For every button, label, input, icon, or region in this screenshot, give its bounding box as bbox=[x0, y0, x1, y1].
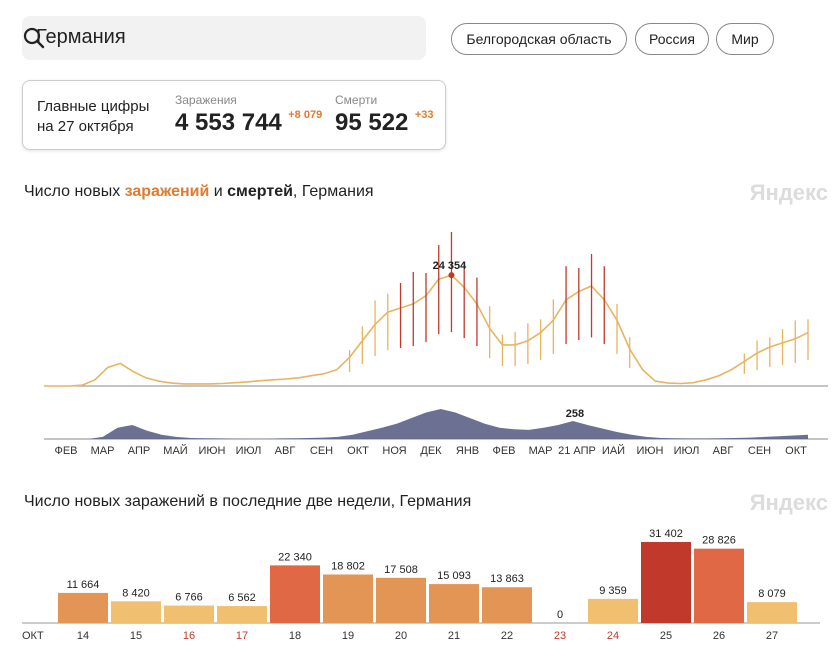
bar-value-label: 0 bbox=[557, 609, 563, 621]
bar-day-20[interactable] bbox=[376, 577, 426, 623]
day-tick-label: 14 bbox=[77, 630, 89, 642]
deaths-area bbox=[44, 409, 808, 439]
month-tick-label: ИЮН bbox=[637, 445, 664, 457]
month-tick-label: ИАЙ bbox=[602, 444, 625, 457]
month-tick-label: ФЕВ bbox=[492, 445, 515, 457]
chart1-title: Число новых заражений и смертей, Германи… bbox=[24, 183, 374, 201]
bar-value-label: 8 420 bbox=[122, 587, 150, 599]
month-tick-label: ФЕВ bbox=[54, 445, 77, 457]
bar-day-15[interactable] bbox=[111, 601, 161, 623]
summary-card: Главные цифры на 27 октября Заражения 4 … bbox=[22, 80, 446, 150]
month-tick-label: МАР bbox=[91, 445, 115, 457]
bar-value-label: 6 766 bbox=[175, 592, 203, 604]
bar-day-14[interactable] bbox=[58, 592, 108, 623]
bar-day-19[interactable] bbox=[323, 574, 373, 623]
chart2-title: Число новых заражений в последние две не… bbox=[24, 493, 472, 510]
day-tick-label: 17 bbox=[236, 630, 248, 642]
bar-day-21[interactable] bbox=[429, 584, 479, 623]
deaths-caption: Смерти bbox=[335, 93, 378, 107]
cases-value: 4 553 744 bbox=[175, 109, 282, 136]
cases-series bbox=[44, 232, 809, 387]
month-tick-label: СЕН bbox=[310, 445, 333, 457]
day-tick-label: 27 bbox=[766, 630, 778, 642]
summary-label: Главные цифры на 27 октября bbox=[37, 97, 149, 137]
bar-value-label: 6 562 bbox=[228, 592, 256, 604]
month-tick-label: АВГ bbox=[275, 445, 296, 457]
month-tick-label: МАР bbox=[529, 445, 553, 457]
bar-value-label: 31 402 bbox=[649, 528, 683, 540]
summary-label-line1: Главные цифры bbox=[37, 98, 150, 115]
day-tick-label: 18 bbox=[289, 630, 301, 642]
day-tick-label: 16 bbox=[183, 630, 195, 642]
cases-caption: Заражения bbox=[175, 93, 237, 107]
cases-marker bbox=[448, 272, 455, 279]
bar-day-26[interactable] bbox=[694, 548, 744, 623]
month-tick-label: СЕН bbox=[748, 445, 771, 457]
bar-value-label: 15 093 bbox=[437, 570, 471, 582]
bar-day-16[interactable] bbox=[164, 605, 214, 623]
bar-value-label: 18 802 bbox=[331, 561, 365, 573]
cases-stat: Заражения 4 553 744 +8 079 bbox=[175, 93, 322, 137]
bar-value-label: 9 359 bbox=[599, 585, 627, 597]
bar-value-label: 22 340 bbox=[278, 551, 312, 563]
cases-delta: +8 079 bbox=[288, 109, 323, 121]
day-tick-label: 21 bbox=[448, 630, 460, 642]
bar-value-label: 8 079 bbox=[758, 588, 786, 600]
month-tick-label: ОКТ bbox=[785, 445, 807, 457]
day-tick-label: 22 bbox=[501, 630, 513, 642]
month-tick-label: ИЮЛ bbox=[236, 445, 262, 457]
chart1-title-cases: заражений bbox=[124, 183, 210, 200]
month-tick-label: АПР bbox=[128, 445, 150, 457]
region-chip-russia[interactable]: Россия bbox=[635, 23, 709, 55]
month-tick-label: ЯНВ bbox=[456, 445, 479, 457]
daily-bar-chart: ОКТ 11 664 14 8 420 15 6 766 16 6 562 17 22 340 18… bbox=[22, 528, 820, 642]
bar-day-18[interactable] bbox=[270, 565, 320, 623]
month-tick-label: ИЮЛ bbox=[674, 445, 700, 457]
region-chip-world[interactable]: Мир bbox=[716, 23, 774, 55]
month-tick-label: АВГ bbox=[713, 445, 734, 457]
chart1-title-post: , Германия bbox=[292, 183, 374, 200]
chart1-title-pre: Число новых bbox=[24, 183, 125, 200]
bar-value-label: 17 508 bbox=[384, 564, 418, 576]
month-tick-label: ИЮН bbox=[199, 445, 226, 457]
bar-day-22[interactable] bbox=[482, 587, 532, 623]
region-chip-belgorod[interactable]: Белгородская область bbox=[451, 23, 627, 55]
bar-day-25[interactable] bbox=[641, 542, 691, 623]
bar-value-label: 13 863 bbox=[490, 573, 524, 585]
search-box[interactable]: Германия bbox=[22, 16, 426, 60]
month-tick-label: ОКТ bbox=[347, 445, 369, 457]
day-tick-label: 23 bbox=[554, 630, 566, 642]
day-tick-label: 25 bbox=[660, 630, 672, 642]
chart1-title-deaths: смертей bbox=[227, 183, 293, 200]
cases-annotation: 24 354 bbox=[433, 260, 468, 272]
search-input[interactable]: Германия bbox=[36, 26, 126, 48]
day-tick-label: 26 bbox=[713, 630, 725, 642]
search-icon[interactable] bbox=[22, 26, 46, 50]
summary-label-line2: на 27 октября bbox=[37, 118, 134, 135]
brand-logo-2: Яндекс bbox=[749, 490, 828, 515]
month-tick-label: ДЕК bbox=[420, 445, 442, 457]
deaths-annotation: 258 bbox=[566, 408, 584, 420]
bar-value-label: 28 826 bbox=[702, 535, 736, 547]
deaths-stat: Смерти 95 522 +33 bbox=[335, 93, 434, 137]
bar-day-27[interactable] bbox=[747, 602, 797, 623]
bar-value-label: 11 664 bbox=[67, 579, 100, 591]
month-prefix-label: ОКТ bbox=[22, 630, 44, 642]
brand-logo-1: Яндекс bbox=[749, 180, 828, 205]
timeline-chart: 24 354 258 ФЕВ МАР АПР МАЙ ИЮН ИЮЛ АВГ СЕН ОКТ НОЯ Д… bbox=[44, 232, 828, 457]
bar-day-24[interactable] bbox=[588, 598, 638, 623]
day-tick-label: 19 bbox=[342, 630, 354, 642]
bar-day-17[interactable] bbox=[217, 606, 267, 623]
month-tick-label: НОЯ bbox=[382, 445, 406, 457]
day-tick-label: 24 bbox=[607, 630, 619, 642]
chart1-title-mid: и bbox=[209, 183, 228, 200]
deaths-value: 95 522 bbox=[335, 109, 409, 136]
day-tick-label: 15 bbox=[130, 630, 142, 642]
day-tick-label: 20 bbox=[395, 630, 407, 642]
month-tick-label: МАЙ bbox=[163, 444, 187, 457]
month-tick-label: 21 АПР bbox=[558, 445, 596, 457]
deaths-delta: +33 bbox=[414, 109, 434, 121]
